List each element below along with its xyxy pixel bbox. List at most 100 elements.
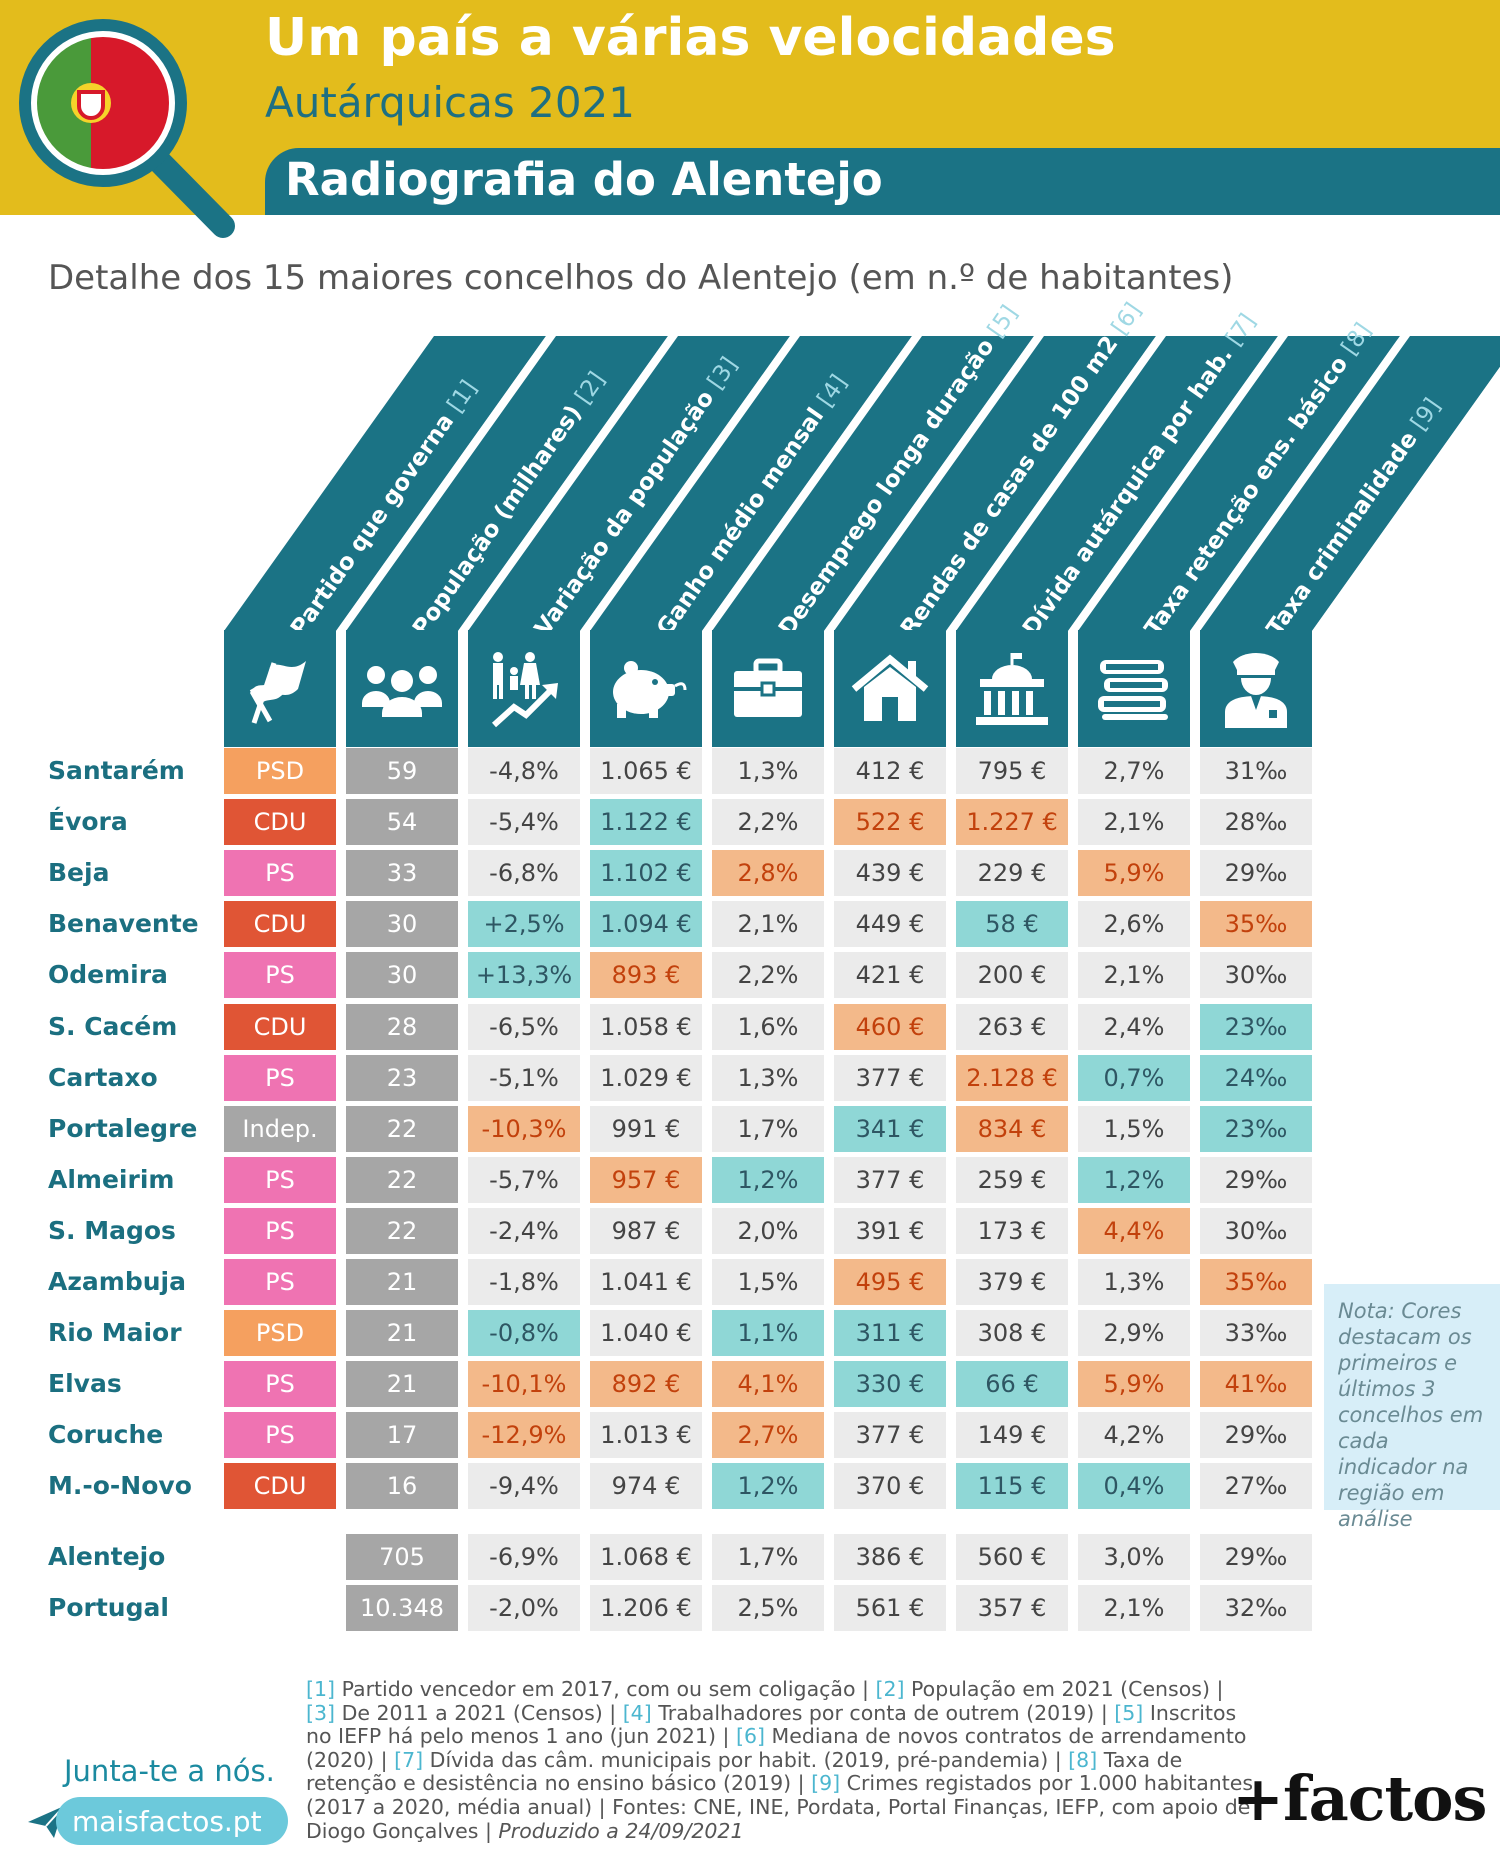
table-cell: CDU (224, 901, 336, 948)
row-label: Évora (48, 807, 128, 837)
table-cell: PSD (224, 748, 336, 794)
row-label: Portalegre (48, 1113, 198, 1143)
table-cell: 439 € (834, 850, 946, 897)
table-cell: 5,9% (1078, 1361, 1190, 1408)
table-cell: 28‰ (1200, 799, 1312, 846)
table-cell: 1,5% (712, 1259, 824, 1305)
table-cell: 522 € (834, 799, 946, 846)
table-cell: -1,8% (468, 1259, 580, 1305)
footnote-ref: [5] (1114, 1700, 1144, 1725)
table-cell: +2,5% (468, 901, 580, 948)
column-header: Ganho médio mensal [4] (590, 336, 1010, 641)
town-hall-icon (956, 630, 1068, 747)
total-cell: 32‰ (1200, 1585, 1312, 1631)
column-header: Partido que governa [1] (224, 336, 644, 641)
table-cell: -10,3% (468, 1105, 580, 1152)
total-cell: 10.348 (346, 1585, 458, 1631)
table-cell: 23 (346, 1054, 458, 1101)
table-cell: 834 € (956, 1105, 1068, 1152)
total-cell: 1,7% (712, 1534, 824, 1580)
column-header: Taxa retenção ens. básico [8] (1078, 318, 1498, 641)
table-cell: 1.102 € (590, 850, 702, 897)
table-cell: 23‰ (1200, 1105, 1312, 1152)
footnote-ref: [6] (735, 1724, 766, 1749)
table-cell: 391 € (834, 1207, 946, 1254)
table-cell: 27‰ (1200, 1463, 1312, 1510)
table-cell: 1,5% (1078, 1105, 1190, 1152)
table-cell: 1.040 € (590, 1310, 702, 1357)
table-cell: 30 (346, 901, 458, 948)
table-cell: -5,7% (468, 1156, 580, 1203)
table-cell: 29‰ (1200, 1412, 1312, 1459)
table-cell: 30 (346, 952, 458, 999)
row-label: Odemira (48, 960, 168, 990)
row-label: Beja (48, 858, 110, 888)
footnote-ref: [8] (1068, 1747, 1098, 1772)
produced-date: Produzido a 24/09/2021 (498, 1818, 744, 1843)
table-cell: 1,2% (1078, 1156, 1190, 1203)
total-cell: 705 (346, 1534, 458, 1580)
table-cell: PS (224, 850, 336, 897)
table-cell: -5,1% (468, 1054, 580, 1101)
total-cell: 357 € (956, 1585, 1068, 1631)
table-cell: 2,4% (1078, 1003, 1190, 1050)
table-cell: 17 (346, 1412, 458, 1459)
total-cell: 386 € (834, 1534, 946, 1580)
footnote-ref: [1] (306, 1677, 336, 1701)
table-cell: 2,1% (1078, 799, 1190, 846)
table-cell: -4,8% (468, 748, 580, 794)
footnote-ref: [2] (875, 1677, 905, 1701)
footnote-text: Partido vencedor em 2017, com ou sem col… (335, 1677, 876, 1701)
table-cell: 21 (346, 1310, 458, 1357)
table-cell: 421 € (834, 952, 946, 999)
table-cell: 54 (346, 799, 458, 846)
table-cell: 1,1% (712, 1310, 824, 1357)
table-cell: 66 € (956, 1361, 1068, 1408)
table-cell: 4,4% (1078, 1207, 1190, 1254)
briefcase-icon (712, 630, 824, 747)
total-cell: -6,9% (468, 1534, 580, 1580)
total-cell: 1.206 € (590, 1585, 702, 1631)
table-cell: 2,2% (712, 799, 824, 846)
column-header-band (834, 336, 1166, 631)
row-label: M.-o-Novo (48, 1471, 192, 1501)
table-cell: PS (224, 952, 336, 999)
total-row-label: Portugal (48, 1593, 169, 1622)
table-cell: 2,1% (712, 901, 824, 948)
table-cell: 4,1% (712, 1361, 824, 1408)
column-header: Taxa criminalidade [9] (1200, 336, 1500, 641)
magnifier-flag-icon (19, 19, 235, 238)
table-cell: 21 (346, 1259, 458, 1305)
column-header: Variação da população [3] (468, 336, 888, 641)
column-header-band (1200, 336, 1500, 631)
column-header-band (468, 336, 800, 631)
table-cell: 59 (346, 748, 458, 794)
table-cell: +13,3% (468, 952, 580, 999)
footnote-text: Taxa de retenção e desistência no ensino… (306, 1747, 1183, 1796)
table-cell: 24‰ (1200, 1054, 1312, 1101)
total-cell: 1.068 € (590, 1534, 702, 1580)
table-cell: 28 (346, 1003, 458, 1050)
table-cell: -6,5% (468, 1003, 580, 1050)
page-title: Um país a várias velocidades (265, 8, 1116, 68)
table-cell: 1,3% (1078, 1259, 1190, 1305)
footnote-ref: [9] (811, 1771, 841, 1796)
table-cell: 1,3% (712, 748, 824, 794)
table-cell: 2,0% (712, 1207, 824, 1254)
table-cell: 460 € (834, 1003, 946, 1050)
site-link[interactable]: maisfactos.pt (56, 1797, 288, 1845)
table-cell: 377 € (834, 1412, 946, 1459)
footnote-text: Trabalhadores por conta de outrem (2019)… (651, 1700, 1115, 1725)
table-cell: PS (224, 1207, 336, 1254)
house-icon (834, 630, 946, 747)
table-cell: 1,7% (712, 1105, 824, 1152)
table-cell: 308 € (956, 1310, 1068, 1357)
table-cell: 4,2% (1078, 1412, 1190, 1459)
piggy-bank-icon (590, 630, 702, 747)
header-banner: Um país a várias velocidades Autárquicas… (0, 0, 1500, 238)
table-cell: 377 € (834, 1054, 946, 1101)
table-cell: 22 (346, 1207, 458, 1254)
table-cell: Indep. (224, 1105, 336, 1152)
table-cell: 35‰ (1200, 901, 1312, 948)
table-cell: 1.227 € (956, 799, 1068, 846)
